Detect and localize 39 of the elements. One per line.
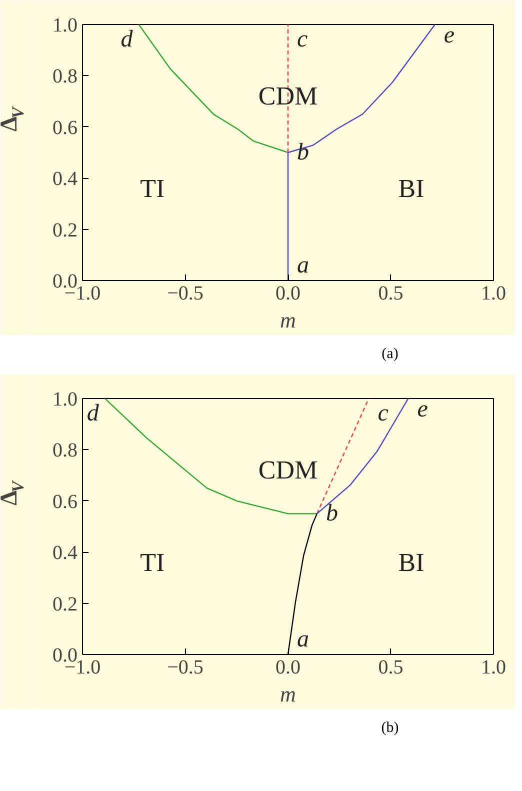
text: (a)	[382, 345, 398, 364]
y-tick-label: 0.2	[52, 219, 78, 242]
y-axis-title: ΔV	[0, 105, 28, 132]
annotation: a	[297, 626, 309, 653]
annotation: BI	[398, 174, 424, 203]
x-tick-label: 0.0	[276, 282, 300, 304]
annotation: TI	[140, 174, 165, 203]
x-tick-label: 0.5	[378, 656, 404, 679]
y-axis-title: ΔV	[0, 480, 28, 506]
y-tick-label: 1.0	[52, 14, 78, 36]
x-axis-title: m	[280, 308, 296, 332]
annotation: c	[297, 26, 308, 52]
y-tick-label: 0.6	[52, 116, 78, 139]
annotation: a	[297, 252, 309, 278]
annotation: CDM	[258, 82, 318, 111]
x-tick-label: −0.5	[167, 282, 204, 304]
annotation: c	[378, 400, 389, 427]
x-tick-label: 0.5	[378, 282, 404, 304]
annotation: d	[120, 26, 134, 52]
x-tick-label: 1.0	[481, 656, 506, 679]
y-tick-label: 0.4	[52, 168, 78, 190]
annotation: e	[417, 396, 428, 423]
x-tick-label: 1.0	[481, 282, 506, 304]
y-tick-label: 1.0	[52, 388, 78, 411]
y-tick-label: 0.2	[52, 594, 78, 616]
annotation: BI	[398, 548, 424, 578]
annotation: TI	[140, 548, 165, 578]
y-tick-label: 0.4	[52, 542, 78, 565]
text: (b)	[381, 719, 399, 738]
annotation: d	[86, 400, 100, 427]
annotation: CDM	[258, 456, 318, 486]
x-axis-title: m	[280, 682, 296, 707]
x-tick-label: −0.5	[167, 656, 204, 679]
y-tick-label: 0.8	[52, 440, 78, 462]
y-tick-label: 0.8	[52, 66, 78, 88]
annotation: e	[444, 22, 455, 48]
annotation: b	[326, 501, 338, 528]
x-tick-label: 0.0	[276, 656, 300, 679]
y-tick-label: 0.6	[52, 491, 78, 514]
